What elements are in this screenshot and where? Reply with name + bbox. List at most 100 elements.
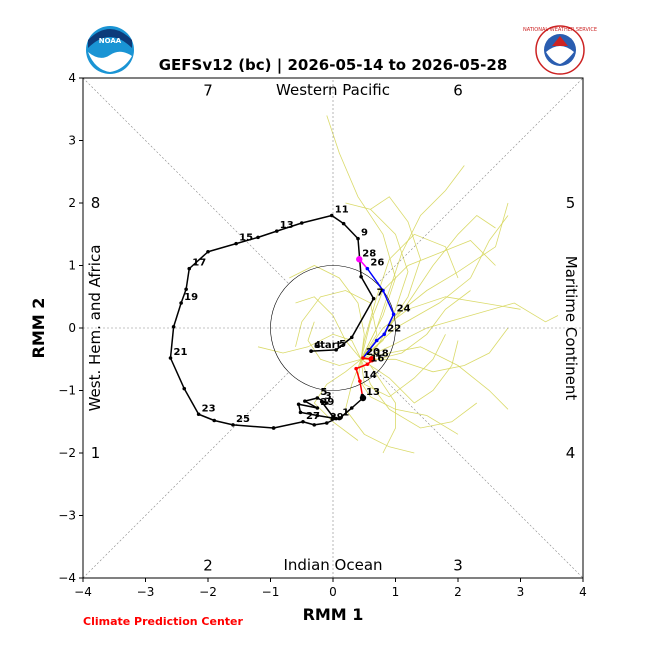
y-axis-label: RMM 2: [29, 298, 48, 359]
day-label: 1: [342, 408, 349, 419]
noaa-logo-text: NOAA: [99, 37, 122, 45]
forecast-point: [296, 402, 301, 407]
ensemble-member-16: [361, 346, 509, 410]
forecast-point: [358, 379, 362, 383]
diagonal-line-se: [376, 371, 584, 579]
forecast-point: [365, 362, 370, 367]
observed-segment: [214, 419, 234, 426]
forecast-segment: [382, 290, 395, 315]
forecast-point: [331, 414, 335, 419]
day-label: 24: [397, 303, 411, 314]
observed-segment: [335, 336, 353, 351]
y-tick-label: 2: [68, 196, 76, 210]
ensemble-member-7: [307, 321, 362, 366]
y-tick-label: −3: [58, 509, 76, 523]
day-label: 20: [366, 347, 380, 358]
observed-point: [168, 356, 173, 360]
observed-point: [299, 221, 304, 225]
forecast-point: [382, 332, 387, 337]
forecast-point: [315, 413, 320, 418]
day-label: 27: [306, 411, 320, 422]
forecast-point: [334, 416, 338, 421]
x-tick-label: 0: [329, 585, 337, 599]
y-tick-label: −1: [58, 384, 76, 398]
day-label: 23: [202, 403, 216, 414]
forecast-segment: [300, 411, 318, 417]
phase-number-3: 3: [453, 557, 463, 575]
day-label: 28: [362, 248, 376, 259]
forecast-point: [315, 406, 320, 410]
mjo-trajectory: [168, 213, 396, 430]
day-label: 7: [377, 288, 384, 299]
observed-point: [187, 266, 192, 271]
day-label: 19: [184, 292, 198, 303]
observed-point: [359, 274, 363, 279]
observed-point: [329, 213, 334, 218]
observed-segment: [276, 222, 302, 232]
phase-number-8: 8: [91, 194, 101, 212]
day-label: 9: [361, 228, 368, 239]
forecast-point: [324, 421, 329, 425]
x-tick-label: −1: [262, 585, 280, 599]
phase-number-2: 2: [203, 557, 213, 575]
forecast-point: [301, 419, 305, 424]
unit-circle: [270, 265, 396, 391]
diagonal-line-nw: [82, 77, 290, 285]
day-label: 17: [192, 258, 206, 269]
forecast-point: [271, 426, 276, 430]
ensemble-member-10: [289, 265, 365, 360]
day-label: 29: [320, 397, 334, 408]
forecast-point: [391, 312, 396, 317]
forecast-segment: [355, 363, 368, 370]
forecast-point: [354, 366, 358, 371]
observed-segment: [311, 349, 337, 352]
observed-segment: [360, 276, 375, 299]
observed-point: [171, 324, 176, 329]
ensemble-member-22: [360, 334, 446, 398]
phase-number-6: 6: [453, 82, 463, 100]
day-label: 11: [335, 205, 349, 216]
forecast-point: [337, 416, 342, 421]
x-tick-label: 3: [517, 585, 525, 599]
forecast-segment: [314, 422, 327, 426]
ensemble-member-8: [295, 296, 362, 360]
day-label: 29: [330, 412, 344, 423]
noaa-logo: NOAA: [86, 26, 134, 74]
ensemble-member-5: [360, 359, 478, 429]
day-label: 5: [320, 387, 327, 398]
ensemble-member-14: [360, 233, 459, 360]
y-tick-label: 3: [68, 134, 76, 148]
forecast-segment: [298, 403, 318, 409]
x-tick-label: 1: [392, 585, 400, 599]
observed-segment: [198, 413, 215, 422]
observed-segment: [301, 214, 332, 224]
forecast-segment: [321, 401, 334, 418]
ensemble-member-19: [295, 290, 378, 360]
forecast-point: [374, 338, 379, 343]
observed-segment: [188, 251, 209, 270]
footer-credit: Climate Prediction Center: [83, 615, 243, 628]
x-tick-label: 4: [579, 585, 587, 599]
observed-segment: [207, 242, 237, 253]
ensemble-member-6: [345, 359, 415, 454]
day-label: 26: [370, 258, 384, 269]
x-axis-label: RMM 1: [303, 605, 364, 624]
ensemble-member-21: [360, 296, 521, 360]
observed-segment: [343, 223, 359, 240]
observed-segment: [232, 424, 274, 429]
ensemble-member-24: [313, 358, 362, 441]
observed-segment: [185, 268, 190, 290]
day-label: 16: [370, 353, 384, 364]
observed-segment: [180, 288, 187, 304]
x-tick-label: −2: [199, 585, 217, 599]
phase-number-5: 5: [566, 194, 576, 212]
x-tick-label: 2: [454, 585, 462, 599]
day-label: 5: [339, 339, 346, 350]
forecast-point: [312, 423, 317, 427]
forecast-point: [349, 406, 354, 410]
day-label: 4: [314, 340, 321, 351]
